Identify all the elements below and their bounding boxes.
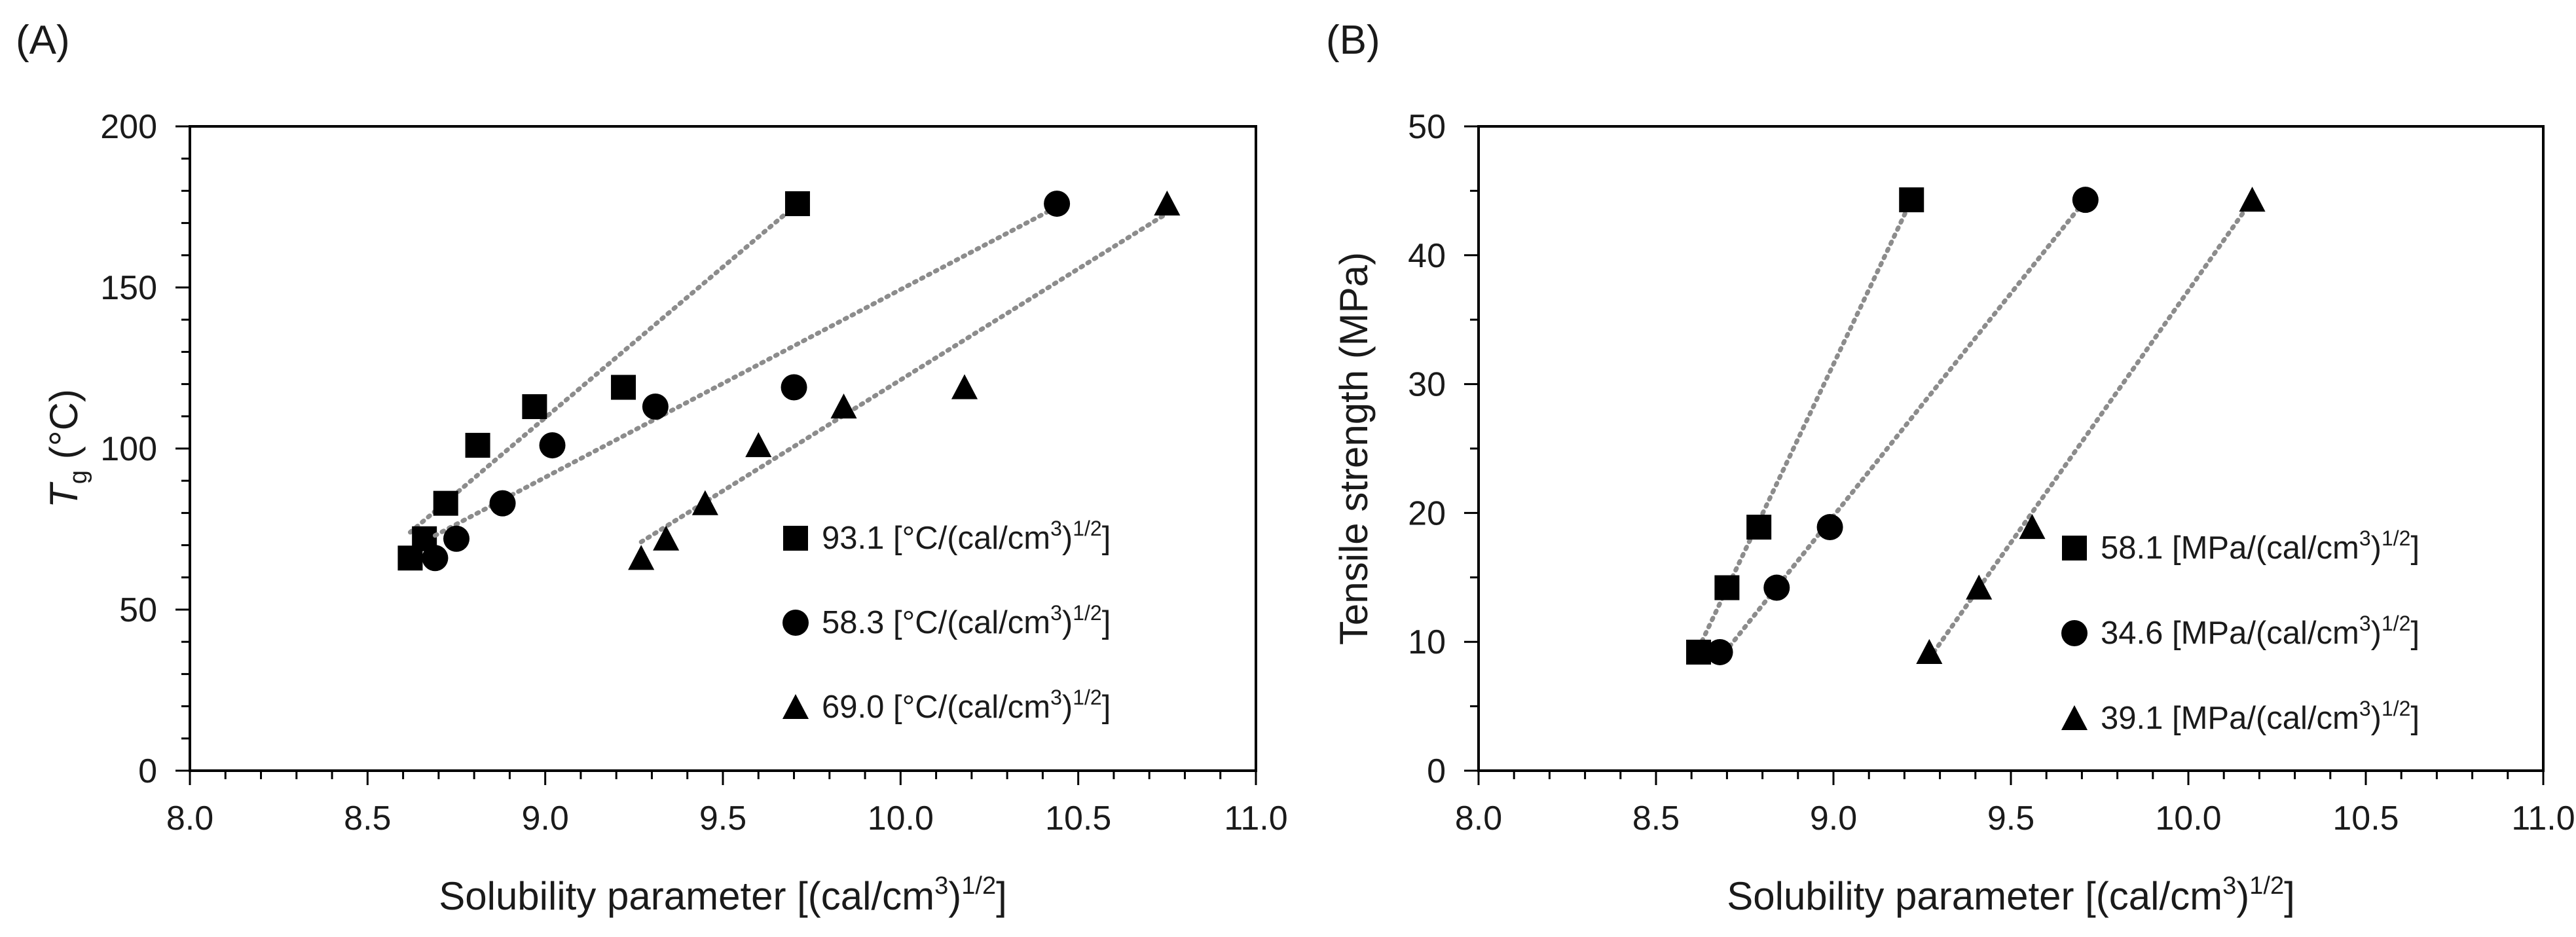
panel-label: (B) bbox=[1326, 18, 1380, 63]
y-tick-label: 30 bbox=[1408, 366, 1446, 404]
plot-frame bbox=[189, 125, 1257, 772]
series-triangle bbox=[1916, 187, 2266, 664]
x-tick-label: 10.0 bbox=[868, 799, 934, 837]
x-tick-label: 9.0 bbox=[522, 799, 569, 837]
y-tick-label: 200 bbox=[100, 108, 157, 146]
legend-entry: 58.3 [°C/(cal/cm3)1/2] bbox=[782, 601, 1111, 640]
trendline bbox=[638, 211, 1169, 545]
trendline bbox=[407, 201, 800, 535]
series-square bbox=[1686, 187, 1924, 665]
data-point-circle bbox=[1763, 574, 1790, 601]
x-tick-label: 8.0 bbox=[166, 799, 213, 837]
data-point-triangle bbox=[2019, 513, 2046, 540]
data-point-circle bbox=[642, 394, 669, 420]
data-point-triangle bbox=[1154, 191, 1181, 216]
data-point-triangle bbox=[628, 545, 655, 570]
data-point-triangle bbox=[653, 525, 680, 551]
data-point-square bbox=[465, 433, 490, 458]
series-circle bbox=[1706, 187, 2099, 665]
data-point-triangle bbox=[2239, 187, 2266, 212]
data-point-square bbox=[1714, 575, 1740, 600]
y-tick-label: 100 bbox=[100, 430, 157, 468]
trendline bbox=[1696, 197, 1914, 651]
series-triangle bbox=[628, 191, 1181, 570]
legend-entry: 69.0 [°C/(cal/cm3)1/2] bbox=[782, 686, 1111, 725]
data-point-square bbox=[1746, 515, 1772, 540]
legend-label: 39.1 [MPa/(cal/cm3)1/2] bbox=[2101, 697, 2420, 736]
trendline bbox=[1926, 197, 2255, 661]
legend-entry: 39.1 [MPa/(cal/cm3)1/2] bbox=[2061, 697, 2420, 736]
legend-label: 58.1 [MPa/(cal/cm3)1/2] bbox=[2101, 526, 2420, 566]
data-point-circle bbox=[443, 525, 469, 552]
y-tick-label: 150 bbox=[100, 269, 157, 307]
data-point-circle bbox=[1816, 514, 1843, 541]
panel-a: (A) 8.0 8.5 9.0 9.5 10.0 10.5 11.0 0 50 100 150 200 S… bbox=[16, 18, 1288, 918]
legend-entry: 34.6 [MPa/(cal/cm3)1/2] bbox=[2061, 612, 2420, 651]
x-tick-label: 8.0 bbox=[1455, 799, 1502, 837]
legend-marker-triangle bbox=[782, 693, 809, 720]
legend-marker-circle bbox=[782, 610, 809, 636]
data-point-square bbox=[611, 375, 636, 400]
trendline bbox=[432, 204, 1059, 538]
y-tick-label: 50 bbox=[119, 591, 157, 629]
y-tick-label: 0 bbox=[138, 752, 157, 790]
data-point-circle bbox=[489, 490, 516, 517]
y-axis-title: Tg (°C) bbox=[42, 389, 92, 508]
legend-label: 93.1 [°C/(cal/cm3)1/2] bbox=[822, 517, 1111, 556]
y-axis-title: Tensile strength (MPa) bbox=[1332, 252, 1376, 645]
x-tick-label: 9.5 bbox=[1987, 799, 2034, 837]
data-point-square bbox=[1899, 187, 1924, 213]
x-tick-label: 8.5 bbox=[1632, 799, 1680, 837]
y-tick-label: 10 bbox=[1408, 623, 1446, 661]
series-circle bbox=[422, 191, 1071, 572]
legend-marker-circle bbox=[2061, 620, 2088, 646]
legend-label: 34.6 [MPa/(cal/cm3)1/2] bbox=[2101, 612, 2420, 651]
data-point-triangle bbox=[830, 393, 857, 419]
legend-marker-square bbox=[2062, 536, 2087, 560]
y-tick-label: 50 bbox=[1408, 108, 1446, 146]
data-point-circle bbox=[1706, 638, 1733, 665]
x-axis-title: Solubility parameter [(cal/cm3)1/2] bbox=[1727, 872, 2295, 918]
data-point-triangle bbox=[745, 432, 772, 458]
data-point-triangle bbox=[691, 490, 718, 515]
panel-b: (B) 8.0 8.5 9.0 9.5 10.0 10.5 11.0 0 10 20 30 40 50 So… bbox=[1326, 18, 2575, 918]
x-tick-label: 8.5 bbox=[344, 799, 391, 837]
data-point-square bbox=[522, 394, 547, 420]
x-tick-label: 10.5 bbox=[1045, 799, 1111, 837]
data-point-circle bbox=[2072, 187, 2099, 213]
legend-label: 69.0 [°C/(cal/cm3)1/2] bbox=[822, 686, 1111, 725]
x-tick-label: 10.5 bbox=[2332, 799, 2399, 837]
y-tick-label: 0 bbox=[1427, 752, 1446, 790]
data-point-triangle bbox=[1966, 574, 1993, 600]
legend-marker-square bbox=[783, 526, 808, 551]
series-square bbox=[397, 191, 810, 571]
legend-label: 58.3 [°C/(cal/cm3)1/2] bbox=[822, 601, 1111, 640]
y-tick-label: 20 bbox=[1408, 494, 1446, 532]
y-tick-label: 40 bbox=[1408, 237, 1446, 275]
x-axis-title: Solubility parameter [(cal/cm3)1/2] bbox=[439, 872, 1007, 918]
panel-label: (A) bbox=[16, 18, 70, 63]
data-point-square bbox=[784, 191, 810, 217]
data-point-circle bbox=[422, 545, 449, 572]
legend-marker-triangle bbox=[2061, 705, 2088, 731]
legend-entry: 58.1 [MPa/(cal/cm3)1/2] bbox=[2062, 526, 2420, 566]
x-tick-label: 11.0 bbox=[1224, 799, 1287, 837]
data-point-triangle bbox=[951, 374, 978, 399]
x-tick-label: 9.5 bbox=[699, 799, 746, 837]
x-tick-label: 9.0 bbox=[1810, 799, 1857, 837]
data-point-square bbox=[433, 490, 458, 516]
data-point-circle bbox=[1044, 191, 1071, 217]
x-tick-label: 11.0 bbox=[2511, 799, 2575, 837]
data-point-circle bbox=[781, 374, 807, 401]
legend-entry: 93.1 [°C/(cal/cm3)1/2] bbox=[783, 517, 1111, 556]
x-tick-label: 10.0 bbox=[2155, 799, 2221, 837]
data-point-triangle bbox=[1916, 638, 1943, 664]
plot-frame bbox=[1477, 125, 2545, 772]
data-point-circle bbox=[539, 432, 566, 459]
